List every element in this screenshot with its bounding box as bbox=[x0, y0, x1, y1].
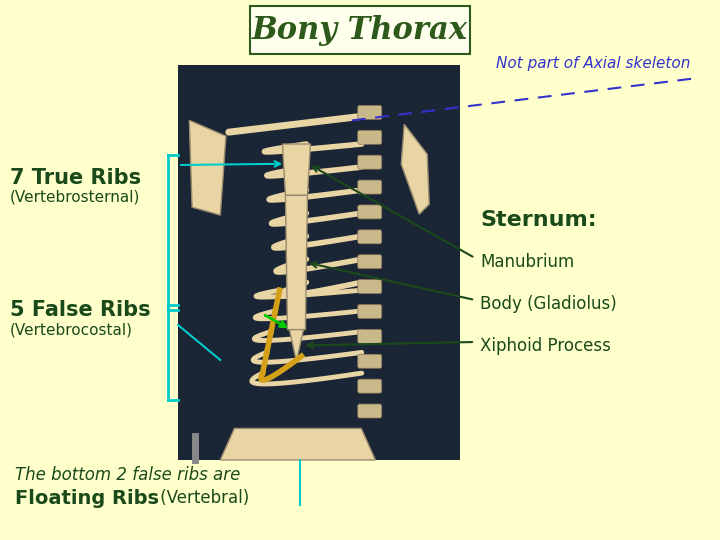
Text: Manubrium: Manubrium bbox=[480, 253, 575, 271]
Polygon shape bbox=[189, 120, 226, 215]
FancyBboxPatch shape bbox=[358, 305, 382, 319]
FancyBboxPatch shape bbox=[358, 404, 382, 418]
Text: 5 False Ribs: 5 False Ribs bbox=[10, 300, 150, 320]
Text: Floating Ribs: Floating Ribs bbox=[15, 489, 159, 508]
Text: Bony Thorax: Bony Thorax bbox=[252, 15, 468, 45]
Text: 7 True Ribs: 7 True Ribs bbox=[10, 168, 141, 188]
Text: Body (Gladiolus): Body (Gladiolus) bbox=[480, 295, 617, 313]
Text: Sternum:: Sternum: bbox=[480, 210, 597, 230]
Text: (Vertebrocostal): (Vertebrocostal) bbox=[10, 322, 133, 338]
Bar bbox=[178, 65, 460, 460]
FancyBboxPatch shape bbox=[358, 280, 382, 294]
Polygon shape bbox=[282, 144, 310, 195]
FancyBboxPatch shape bbox=[358, 180, 382, 194]
FancyBboxPatch shape bbox=[358, 255, 382, 269]
Polygon shape bbox=[289, 329, 303, 361]
FancyBboxPatch shape bbox=[250, 6, 470, 54]
FancyBboxPatch shape bbox=[358, 155, 382, 169]
Text: The bottom 2 false ribs are: The bottom 2 false ribs are bbox=[15, 466, 240, 484]
FancyBboxPatch shape bbox=[358, 105, 382, 119]
Text: (Vertebrosternal): (Vertebrosternal) bbox=[10, 190, 140, 205]
FancyBboxPatch shape bbox=[358, 329, 382, 343]
FancyBboxPatch shape bbox=[358, 354, 382, 368]
Polygon shape bbox=[285, 195, 307, 329]
FancyBboxPatch shape bbox=[358, 205, 382, 219]
FancyBboxPatch shape bbox=[358, 230, 382, 244]
Text: (Vertebral): (Vertebral) bbox=[155, 489, 249, 507]
FancyBboxPatch shape bbox=[358, 379, 382, 393]
FancyBboxPatch shape bbox=[358, 130, 382, 144]
Polygon shape bbox=[401, 124, 429, 214]
Text: Xiphoid Process: Xiphoid Process bbox=[480, 337, 611, 355]
Text: Not part of Axial skeleton: Not part of Axial skeleton bbox=[495, 56, 690, 71]
Polygon shape bbox=[220, 428, 375, 460]
